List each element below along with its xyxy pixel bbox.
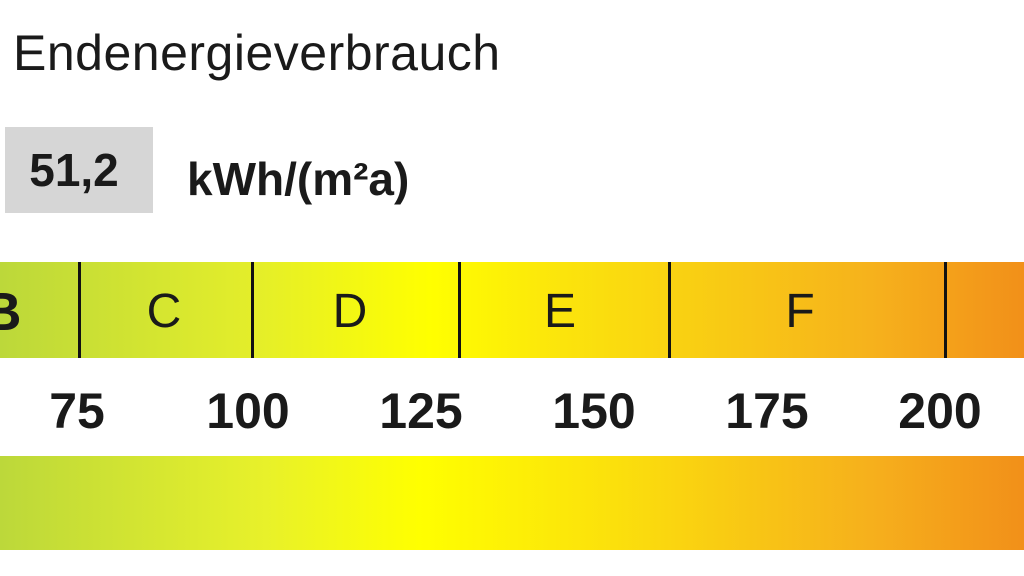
tick-label: 75 xyxy=(49,383,105,439)
tick-label: 175 xyxy=(725,383,809,439)
energy-value: 51,2 xyxy=(5,127,153,213)
tick-label: 200 xyxy=(898,383,982,439)
class-divider xyxy=(78,262,81,358)
energy-class-scale: B C D E F xyxy=(0,262,1024,358)
tick-label: 150 xyxy=(552,383,636,439)
class-label-f: F xyxy=(785,285,815,338)
class-divider xyxy=(668,262,671,358)
energy-gradient-bar xyxy=(0,456,1024,550)
class-divider xyxy=(458,262,461,358)
class-label-d: D xyxy=(332,285,368,338)
tick-label: 100 xyxy=(206,383,290,439)
page-title: Endenergieverbrauch xyxy=(13,25,501,81)
class-label-c: C xyxy=(146,285,182,338)
energy-unit: kWh/(m²a) xyxy=(187,153,410,205)
class-label-b: B xyxy=(0,282,22,342)
class-divider xyxy=(944,262,947,358)
class-label-e: E xyxy=(543,285,577,338)
class-divider xyxy=(251,262,254,358)
tick-label: 125 xyxy=(379,383,463,439)
